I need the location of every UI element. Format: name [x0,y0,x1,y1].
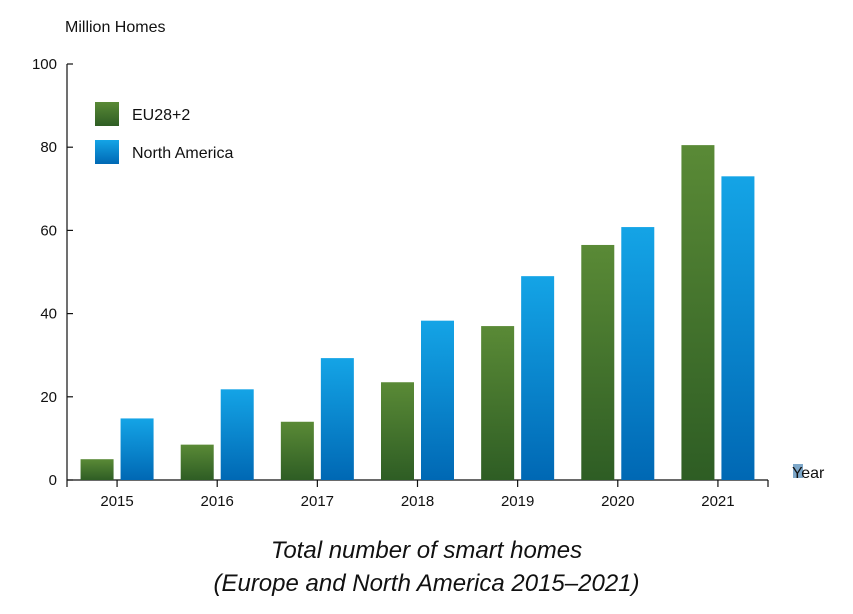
bar-north-america-2015 [120,418,154,480]
bar-north-america-2020 [621,227,655,480]
bar-eu28-2-2015 [80,459,114,480]
bar-eu28-2-2021 [681,145,715,480]
bars [80,145,755,480]
bar-north-america-2021 [721,176,755,480]
x-axis: 2015 2016 2017 2018 2019 2020 2021 [66,479,769,510]
y-tick-label-80: 80 [40,139,57,156]
x-tick-label-2018: 2018 [401,493,434,510]
y-tick-label-20: 20 [40,389,57,406]
legend-swatch-north-america [95,140,119,164]
x-tick-label-2017: 2017 [301,493,334,510]
x-axis-title-label: Year [792,465,825,482]
legend: EU28+2 North America [95,102,233,164]
y-tick-label-40: 40 [40,306,57,323]
y-axis: 0 20 40 60 80 100 [32,56,73,489]
x-tick-label-2019: 2019 [501,493,534,510]
x-axis-title-marker [793,464,803,478]
bar-eu28-2-2020 [581,244,615,480]
y-tick-label-100: 100 [32,56,57,73]
chart-title: Total number of smart homes [270,537,583,564]
x-axis-title: Year [792,464,825,482]
bar-north-america-2018 [421,320,454,480]
x-tick-label-2021: 2021 [701,493,734,510]
bar-eu28-2-2018 [381,382,414,480]
y-tick-label-0: 0 [49,472,57,489]
legend-label-north-america: North America [132,145,233,162]
chart-subtitle: (Europe and North America 2015–2021) [213,570,640,597]
bar-north-america-2016 [220,389,254,480]
y-tick-label-60: 60 [40,222,57,239]
bar-eu28-2-2019 [481,326,515,480]
bar-north-america-2019 [521,276,555,480]
x-tick-label-2020: 2020 [601,493,634,510]
bar-eu28-2-2016 [180,444,214,480]
x-tick-label-2015: 2015 [100,493,133,510]
legend-swatch-eu28-2 [95,102,119,126]
y-axis-unit-label: Million Homes [65,19,165,36]
x-tick-label-2016: 2016 [201,493,234,510]
bar-eu28-2-2017 [280,421,314,480]
legend-label-eu28-2: EU28+2 [132,107,190,124]
bar-north-america-2017 [320,358,354,480]
